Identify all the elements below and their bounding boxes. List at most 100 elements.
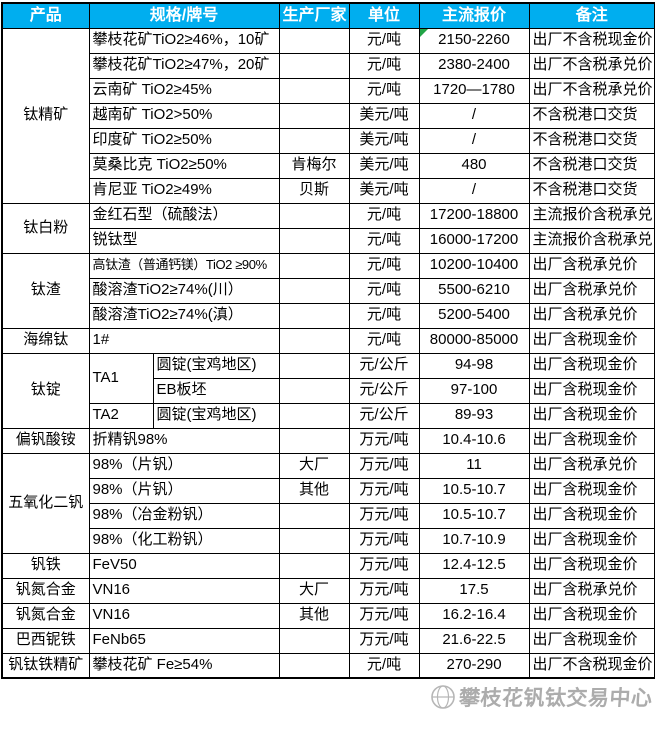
product-cell: 钛渣 [1, 252, 90, 329]
spec-cell: 攀枝花矿TiO2≥46%，10矿 [88, 27, 280, 54]
table-row: 莫桑比克 TiO2≥50% 肯梅尔 美元/吨 480 不含税港口交货 [2, 152, 655, 179]
price-cell: 16000-17200 [418, 227, 530, 254]
price-cell: 17200-18800 [418, 202, 530, 229]
unit-cell: 元/吨 [348, 227, 420, 254]
table-row: 巴西铌铁 FeNb65 万元/吨 21.6-22.5 出厂含税现金价 [1, 627, 655, 654]
price-cell: 11 [418, 452, 530, 479]
spec-cell: 酸溶渣TiO2≥74%(川） [88, 277, 280, 304]
unit-cell: 万元/吨 [348, 602, 420, 629]
note-cell: 主流报价含税承兑 [528, 227, 655, 254]
unit-cell: 万元/吨 [348, 627, 420, 654]
spec-form-cell: EB板坯 [152, 377, 280, 404]
manufacturer-cell [278, 102, 350, 129]
spec-cell: 98%（化工粉钒） [88, 527, 280, 554]
unit-cell: 万元/吨 [348, 577, 420, 604]
unit-cell: 元/吨 [348, 327, 420, 354]
unit-cell: 元/公斤 [348, 377, 420, 404]
manufacturer-cell [278, 52, 350, 79]
manufacturer-cell: 大厂 [278, 577, 350, 604]
table-row: 钒氮合金 VN16 其他 万元/吨 16.2-16.4 出厂含税现金价 [1, 602, 655, 629]
header-row: 产品 规格/牌号 生产厂家 单位 主流报价 备注 [1, 2, 655, 29]
table-row: 海绵钛 1# 元/吨 80000-85000 出厂含税现金价 [1, 327, 655, 354]
manufacturer-cell [278, 227, 350, 254]
col-header-unit: 单位 [348, 2, 420, 29]
table-row: 肯尼亚 TiO2≥49% 贝斯 美元/吨 / 不含税港口交货 [2, 177, 655, 204]
table-row: 98%（冶金粉钒） 万元/吨 10.5-10.7 出厂含税现金价 [2, 502, 655, 529]
spec-cell: 折精钒98% [88, 427, 280, 454]
product-cell: 偏钒酸铵 [1, 427, 90, 454]
spec-cell: VN16 [88, 602, 280, 629]
price-cell: 2380-2400 [418, 52, 530, 79]
product-cell: 巴西铌铁 [1, 627, 90, 654]
table-row: 印度矿 TiO2≥50% 美元/吨 / 不含税港口交货 [2, 127, 655, 154]
price-cell: / [418, 127, 530, 154]
globe-logo-icon [430, 684, 456, 710]
spec-cell: 莫桑比克 TiO2≥50% [88, 152, 280, 179]
table-row: 云南矿 TiO2≥45% 元/吨 1720—1780 出厂不含税承兑价 [2, 77, 655, 104]
manufacturer-cell [278, 77, 350, 104]
manufacturer-cell [278, 327, 350, 354]
note-cell: 出厂含税现金价 [528, 477, 655, 504]
table-row: 锐钛型 元/吨 16000-17200 主流报价含税承兑 [2, 227, 655, 254]
product-cell: 钛锭 [1, 352, 90, 429]
note-cell: 出厂含税承兑价 [528, 302, 655, 329]
table-row: 攀枝花矿TiO2≥47%，20矿 元/吨 2380-2400 出厂不含税承兑价 [2, 52, 655, 79]
table-row: 钒钛铁精矿 攀枝花矿 Fe≥54% 元/吨 270-290 出厂不含税现金价 [1, 652, 655, 679]
table-row: 五氧化二钒 98%（片钒） 大厂 万元/吨 11 出厂含税承兑价 [1, 452, 655, 554]
manufacturer-cell [278, 402, 350, 429]
col-header-price: 主流报价 [418, 2, 530, 29]
note-cell: 不含税港口交货 [528, 177, 655, 204]
note-cell: 不含税港口交货 [528, 127, 655, 154]
product-cell: 钒氮合金 [1, 577, 90, 604]
price-cell: 270-290 [418, 652, 530, 679]
table-row: 酸溶渣TiO2≥74%(川） 元/吨 5500-6210 出厂含税承兑价 [2, 277, 655, 304]
unit-cell: 万元/吨 [348, 552, 420, 579]
product-cell: 钒氮合金 [1, 602, 90, 629]
table-row: 酸溶渣TiO2≥74%(滇） 元/吨 5200-5400 出厂含税承兑价 [2, 302, 655, 329]
product-cell: 海绵钛 [1, 327, 90, 354]
unit-cell: 元/吨 [348, 252, 420, 279]
note-cell: 出厂含税现金价 [528, 502, 655, 529]
spec-form-cell: 圆锭(宝鸡地区) [152, 402, 280, 429]
note-cell: 出厂含税现金价 [528, 402, 655, 429]
unit-cell: 万元/吨 [348, 452, 420, 479]
watermark-text: 攀枝花钒钛交易中心 [458, 687, 654, 710]
spec-cell: 印度矿 TiO2≥50% [88, 127, 280, 154]
manufacturer-cell [278, 427, 350, 454]
manufacturer-cell [278, 652, 350, 679]
spec-cell: FeV50 [88, 552, 280, 579]
spec-cell: 云南矿 TiO2≥45% [88, 77, 280, 104]
manufacturer-cell: 大厂 [278, 452, 350, 479]
spec-form-cell: 圆锭(宝鸡地区) [152, 352, 280, 379]
note-cell: 出厂不含税现金价 [528, 652, 655, 679]
price-cell: 10.4-10.6 [418, 427, 530, 454]
spec-cell: 锐钛型 [88, 227, 280, 254]
excel-error-indicator-icon [420, 29, 428, 37]
manufacturer-cell [278, 352, 350, 379]
price-cell: 480 [418, 152, 530, 179]
spec-cell: 攀枝花矿 Fe≥54% [88, 652, 280, 679]
unit-cell: 元/吨 [348, 277, 420, 304]
note-cell: 不含税港口交货 [528, 152, 655, 179]
note-cell: 出厂含税承兑价 [528, 452, 655, 479]
price-cell: 10.5-10.7 [418, 502, 530, 529]
note-cell: 出厂含税现金价 [528, 552, 655, 579]
spec-cell: FeNb65 [88, 627, 280, 654]
table-row: TA2 圆锭(宝鸡地区) 元/公斤 89-93 出厂含税现金价 [2, 402, 655, 429]
spec-cell: 98%（片钒） [88, 452, 280, 479]
manufacturer-cell: 贝斯 [278, 177, 350, 204]
price-cell: 97-100 [418, 377, 530, 404]
unit-cell: 万元/吨 [348, 477, 420, 504]
price-cell: 17.5 [418, 577, 530, 604]
spec-cell: 1# [88, 327, 280, 354]
unit-cell: 元/吨 [348, 52, 420, 79]
spec-cell: 肯尼亚 TiO2≥49% [88, 177, 280, 204]
price-cell: / [418, 177, 530, 204]
unit-cell: 元/公斤 [348, 352, 420, 379]
table-row: 98%（化工粉钒） 万元/吨 10.7-10.9 出厂含税现金价 [2, 527, 655, 554]
manufacturer-cell [278, 202, 350, 229]
note-cell: 出厂含税现金价 [528, 527, 655, 554]
note-cell: 出厂含税现金价 [528, 327, 655, 354]
unit-cell: 美元/吨 [348, 127, 420, 154]
col-header-product: 产品 [1, 2, 90, 29]
